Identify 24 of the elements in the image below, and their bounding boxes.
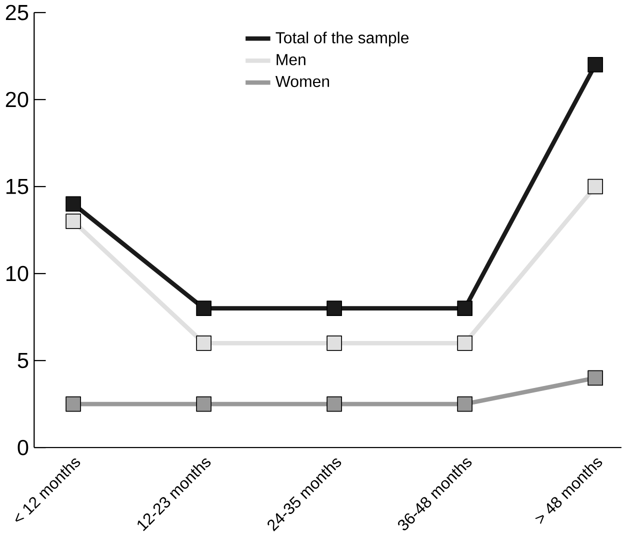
y-tick-label: 15 [6, 179, 28, 194]
y-tick-label: 10 [6, 266, 28, 282]
point [457, 336, 472, 351]
point [588, 370, 604, 386]
point [66, 396, 81, 412]
y-tick-label: 0 [18, 440, 28, 456]
point [457, 396, 472, 412]
point [326, 300, 342, 316]
y-tick-label: 25 [6, 4, 28, 20]
point [196, 396, 212, 412]
legend-label: Women [275, 76, 330, 88]
point [457, 300, 472, 316]
point [326, 396, 342, 412]
point [66, 196, 81, 212]
point [588, 178, 604, 194]
point [196, 336, 212, 351]
point [196, 300, 212, 316]
legend-label: Total of the sample [276, 32, 409, 47]
y-tick-label: 20 [6, 92, 28, 108]
point [588, 57, 604, 72]
point [326, 336, 342, 351]
legend-label: Men [276, 54, 306, 66]
y-tick-label: 5 [18, 353, 28, 368]
point [66, 214, 81, 230]
